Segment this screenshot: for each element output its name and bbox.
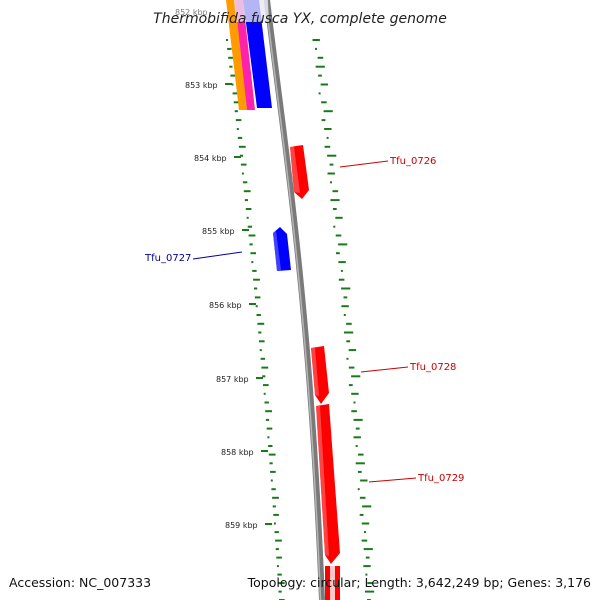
- gene-label-text: Tfu_0728: [409, 362, 456, 373]
- tick-label-858: 858 kbp: [221, 448, 254, 457]
- tick-label-854: 854 kbp: [194, 154, 227, 163]
- tick-label-856: 856 kbp: [209, 301, 242, 310]
- gene-label-text: Tfu_0729: [417, 473, 464, 484]
- magenta-feature-bar[interactable]: [235, 0, 255, 110]
- gene-tfu-0726[interactable]: [290, 145, 309, 199]
- gene-label-text: Tfu_0726: [389, 156, 436, 167]
- gene-tfu-0728[interactable]: [311, 346, 329, 404]
- gene-label-tfu-0727[interactable]: Tfu_0727: [144, 251, 243, 264]
- genome-backbone: [264, 0, 325, 600]
- tick-label-853: 853 kbp: [185, 81, 218, 90]
- tick-label-855: 855 kbp: [202, 227, 235, 236]
- gene-label-tfu-0726[interactable]: Tfu_0726: [339, 156, 436, 168]
- gene-next-partial[interactable]: [325, 566, 340, 600]
- tick-label-859: 859 kbp: [225, 521, 258, 530]
- gene-label-tfu-0728[interactable]: Tfu_0728: [360, 362, 456, 373]
- blue-feature-bar[interactable]: [243, 0, 272, 108]
- genome-backbone-highlight: [264, 0, 322, 600]
- tick-label-852: 852 kbp: [175, 8, 208, 17]
- genome-summary-text: Topology: circular; Length: 3,642,249 bp…: [247, 575, 591, 590]
- gene-label-text: Tfu_0727: [144, 253, 191, 264]
- gene-tfu-0729[interactable]: [316, 404, 340, 564]
- accession-text: Accession: NC_007333: [9, 575, 151, 590]
- gene-tfu-0727[interactable]: [273, 227, 291, 271]
- tick-label-857: 857 kbp: [216, 375, 249, 384]
- orange-feature-bar[interactable]: [226, 0, 247, 110]
- top-feature-bars: 852 kbp: [175, 0, 272, 110]
- pale-overlay-bar: [234, 0, 269, 22]
- map-title: Thermobifida fusca YX, complete genome: [153, 11, 447, 27]
- gene-label-tfu-0729[interactable]: Tfu_0729: [368, 473, 464, 484]
- gc-content-track: [226, 39, 375, 600]
- ruler-ticks: 853 kbp 854 kbp 855 kbp 856 kbp 857 kbp …: [185, 81, 272, 530]
